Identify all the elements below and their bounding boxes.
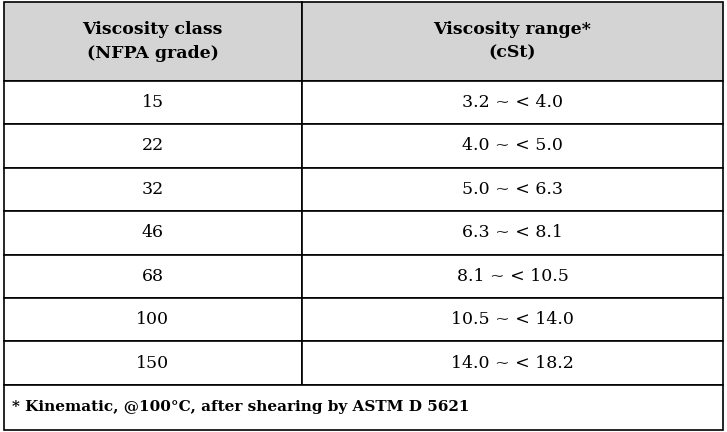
Bar: [302, 168, 723, 211]
Text: * Kinematic, @100°C, after shearing by ASTM D 5621: * Kinematic, @100°C, after shearing by A…: [12, 400, 470, 414]
Text: 6.3 ~ < 8.1: 6.3 ~ < 8.1: [462, 224, 563, 241]
Bar: [4, 124, 302, 168]
Text: 100: 100: [136, 311, 169, 328]
Bar: [302, 81, 723, 124]
Bar: [302, 124, 723, 168]
Text: Viscosity class
(NFPA grade): Viscosity class (NFPA grade): [82, 21, 223, 62]
Text: 22: 22: [142, 137, 164, 154]
Bar: [302, 254, 723, 298]
Bar: [302, 298, 723, 341]
Bar: [302, 341, 723, 385]
Text: 15: 15: [142, 94, 164, 111]
Text: 46: 46: [142, 224, 164, 241]
Text: 8.1 ~ < 10.5: 8.1 ~ < 10.5: [457, 268, 569, 285]
Text: 32: 32: [142, 181, 164, 198]
Bar: [4, 385, 723, 430]
Text: Viscosity range*
(cSt): Viscosity range* (cSt): [433, 21, 592, 62]
Text: 10.5 ~ < 14.0: 10.5 ~ < 14.0: [451, 311, 574, 328]
Text: 68: 68: [142, 268, 164, 285]
Bar: [302, 211, 723, 254]
Text: 4.0 ~ < 5.0: 4.0 ~ < 5.0: [462, 137, 563, 154]
Bar: [4, 81, 302, 124]
Bar: [4, 254, 302, 298]
Bar: [302, 2, 723, 81]
Bar: [4, 168, 302, 211]
Bar: [4, 341, 302, 385]
Bar: [4, 211, 302, 254]
Bar: [4, 2, 302, 81]
Text: 150: 150: [136, 355, 169, 372]
Text: 14.0 ~ < 18.2: 14.0 ~ < 18.2: [451, 355, 574, 372]
Text: 3.2 ~ < 4.0: 3.2 ~ < 4.0: [462, 94, 563, 111]
Bar: [4, 298, 302, 341]
Text: 5.0 ~ < 6.3: 5.0 ~ < 6.3: [462, 181, 563, 198]
